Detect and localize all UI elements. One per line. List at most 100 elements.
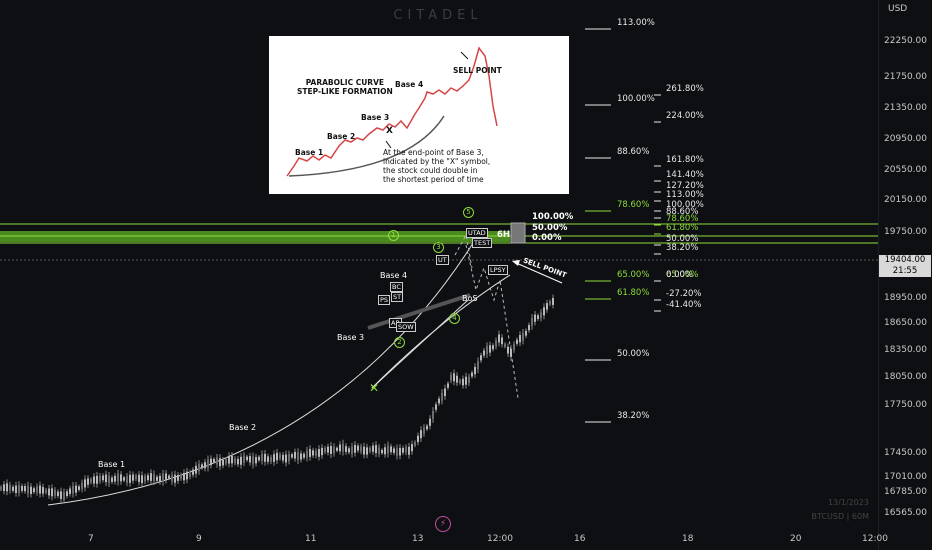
annotation-base4: Base 4 bbox=[380, 271, 408, 280]
inset-note-2: indicated by the "X" symbol, bbox=[383, 157, 491, 166]
info-interval: 60M bbox=[851, 512, 869, 521]
price-axis-label: 18950.00 bbox=[884, 293, 927, 303]
annotation-wave3: 3 bbox=[433, 242, 444, 253]
last-price-tag: 19404.00 21:55 bbox=[879, 255, 931, 277]
inset-note-4: the shortest period of time bbox=[383, 175, 484, 184]
range-box bbox=[510, 222, 526, 244]
time-axis-label: 13 bbox=[412, 534, 424, 544]
last-price-value: 19404.00 bbox=[884, 255, 926, 265]
price-axis-label: 16785.00 bbox=[884, 487, 927, 497]
price-axis-label: 18650.00 bbox=[884, 318, 927, 328]
time-axis-label: 12:00 bbox=[862, 534, 888, 544]
price-axis-label: 18050.00 bbox=[884, 372, 927, 382]
symbol-info: 13/1/2023 BTCUSD | 60M bbox=[807, 496, 869, 524]
svg-text:X: X bbox=[386, 126, 393, 136]
fib-level-label: 113.00% bbox=[617, 18, 655, 28]
time-axis-label: 11 bbox=[305, 534, 317, 544]
fib-extension-label: 88.60% bbox=[666, 207, 699, 217]
inset-base3: Base 3 bbox=[361, 113, 390, 122]
fib-extension-label: 113.00% bbox=[666, 190, 704, 200]
annotation-utad: UTAD bbox=[466, 228, 488, 238]
price-axis-label: 17450.00 bbox=[884, 448, 927, 458]
inset-base2: Base 2 bbox=[327, 132, 356, 141]
annotation-wave1: 1 bbox=[388, 230, 399, 241]
fib-extension-label: 78.60% bbox=[666, 214, 699, 224]
inset-note-1: At the end-point of Base 3, bbox=[383, 148, 484, 157]
price-axis-label: 20550.00 bbox=[884, 165, 927, 175]
time-axis-label: 9 bbox=[196, 534, 202, 544]
flash-icon[interactable]: ⚡ bbox=[435, 516, 451, 532]
annotation-base3: Base 3 bbox=[337, 333, 365, 342]
bos-zone-line bbox=[367, 293, 471, 330]
fib-extension-label: -41.40% bbox=[666, 300, 702, 310]
fib-level-label: 38.20% bbox=[617, 411, 650, 421]
inset-title-1: PARABOLIC CURVE bbox=[305, 78, 385, 87]
projection-path bbox=[465, 244, 519, 399]
watermark: CITADEL bbox=[393, 8, 483, 23]
annotation-sow: SOW bbox=[396, 322, 416, 332]
annotation-wave4: 4 bbox=[449, 313, 460, 324]
annotation-base1: Base 1 bbox=[98, 460, 126, 469]
fib-extension-label: 224.00% bbox=[666, 111, 704, 121]
annotation-wave2: 2 bbox=[394, 337, 405, 348]
inset-base4: Base 4 bbox=[395, 80, 424, 89]
inset-title-2: STEP-LIKE FORMATION bbox=[297, 87, 393, 96]
time-axis-label: 12:00 bbox=[487, 534, 513, 544]
sell-arrow-head bbox=[512, 260, 520, 266]
fib-level-label: 61.80% bbox=[617, 288, 650, 298]
price-axis-label: 20150.00 bbox=[884, 195, 927, 205]
info-date: 13/1/2023 bbox=[827, 498, 869, 507]
fib-lines bbox=[585, 28, 661, 423]
fib-extension-label: 161.80% bbox=[666, 155, 704, 165]
fib-extension-label: 61.80% bbox=[666, 223, 699, 233]
annotation-test: TEST bbox=[472, 238, 493, 248]
fib-extension-label: 38.20% bbox=[666, 243, 699, 253]
trendline-2 bbox=[371, 274, 511, 389]
timeframe-tag[interactable]: 6H bbox=[497, 230, 511, 240]
price-axis-label: 17750.00 bbox=[884, 400, 927, 410]
inset-base1: Base 1 bbox=[295, 148, 324, 157]
fib-extension-label: 65.00% bbox=[666, 270, 699, 280]
annotation-st: ST bbox=[391, 292, 404, 302]
fib-extension-label: 50.00% bbox=[666, 234, 699, 244]
fib-extension-label: 0.00% bbox=[666, 270, 694, 280]
price-axis-label: 22250.00 bbox=[884, 36, 927, 46]
price-axis-label: 21750.00 bbox=[884, 72, 927, 82]
annotation-wave5: 5 bbox=[463, 207, 474, 218]
box-level-0: 0.00% bbox=[532, 233, 562, 243]
annotation-bc: BC bbox=[390, 282, 403, 292]
candles bbox=[0, 294, 554, 504]
time-axis-label: 20 bbox=[790, 534, 802, 544]
annotation-lpsy: LPSY bbox=[488, 265, 508, 275]
x-marker: ✕ bbox=[369, 381, 379, 395]
fib-extension-label: 127.20% bbox=[666, 181, 704, 191]
annotation-base2: Base 2 bbox=[229, 423, 257, 432]
price-axis[interactable]: 22250.00 21750.00 21350.00 20950.00 20550.00… bbox=[878, 0, 932, 550]
fib-extension-label: 100.00% bbox=[666, 200, 704, 210]
time-axis-label: 18 bbox=[682, 534, 694, 544]
inset-sell-point: SELL POINT bbox=[453, 66, 502, 75]
fib-level-label: 88.60% bbox=[617, 147, 650, 157]
info-symbol: BTCUSD bbox=[811, 512, 845, 521]
time-axis-label: 7 bbox=[88, 534, 94, 544]
parabolic-curve bbox=[47, 239, 476, 506]
currency-label: USD bbox=[888, 4, 908, 14]
annotation-ut: UT bbox=[436, 255, 449, 265]
fib-extension-label: 141.40% bbox=[666, 170, 704, 180]
parabolic-curve-inset: X PARABOLIC CURVE STEP-LIKE FORMATION Ba… bbox=[269, 36, 569, 194]
fib-level-label: 100.00% bbox=[617, 94, 655, 104]
annotation-bos: BoS bbox=[462, 294, 478, 303]
fib-extension-label: -27.20% bbox=[666, 289, 702, 299]
annotation-ps: PS bbox=[378, 295, 391, 305]
fib-level-label: 78.60% bbox=[617, 200, 650, 210]
fib-level-label: 50.00% bbox=[617, 349, 650, 359]
price-axis-label: 20950.00 bbox=[884, 134, 927, 144]
inset-note-3: the stock could double in bbox=[383, 166, 478, 175]
sell-arrow bbox=[513, 261, 563, 284]
price-axis-label: 21350.00 bbox=[884, 103, 927, 113]
price-axis-label: 16565.00 bbox=[884, 508, 927, 518]
box-level-100: 100.00% bbox=[532, 212, 574, 222]
box-level-50: 50.00% bbox=[532, 223, 568, 233]
fib-level-label: 65.00% bbox=[617, 270, 650, 280]
